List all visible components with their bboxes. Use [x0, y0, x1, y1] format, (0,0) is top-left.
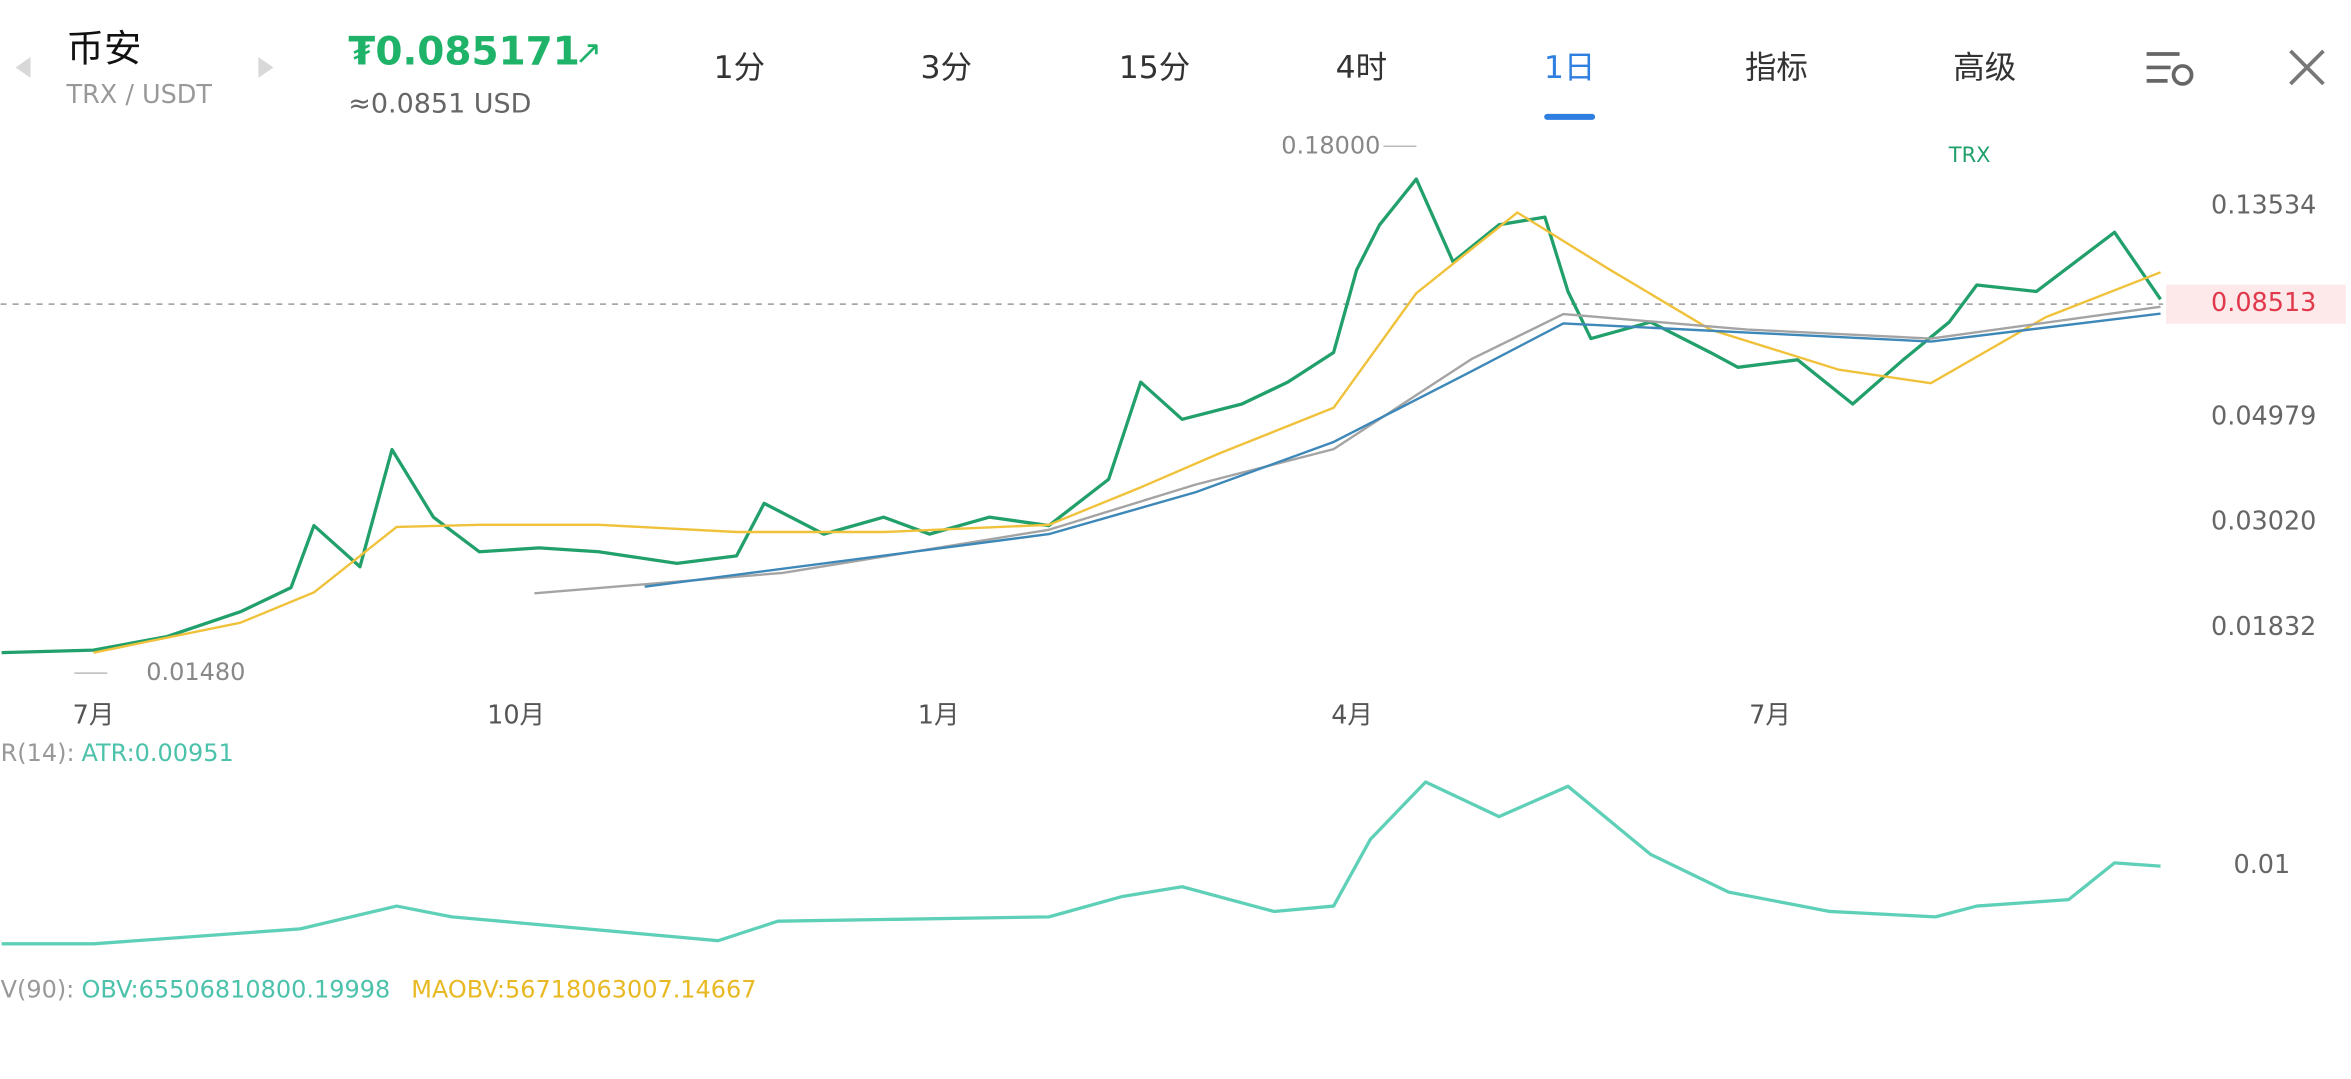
y-tick-label: 0.01 [2234, 850, 2291, 880]
settings-icon[interactable] [2146, 52, 2194, 86]
series-line [93, 211, 2161, 654]
timeframe-tabs: 1分 3分 15分 4时 1日 指标 高级 [714, 50, 2016, 120]
y-tick-label: 0.13534 [2211, 190, 2316, 220]
obv-legend-prefix: V(90): [1, 976, 75, 1004]
timeframe-tab[interactable]: 15分 [1119, 50, 1191, 86]
last-price: ₮0.085171 [348, 29, 580, 74]
timeframe-tab[interactable]: 指标 [1745, 50, 1808, 86]
x-tick-label: 4月 [1331, 700, 1373, 730]
obv-legend: OBV:65506810800.19998 [82, 976, 391, 1004]
y-tick-label: 0.03020 [2211, 507, 2316, 537]
timeframe-tab[interactable]: 高级 [1953, 50, 2016, 86]
pair-name: TRX / USDT [66, 80, 213, 110]
close-button[interactable] [2289, 49, 2325, 86]
timeframe-tab[interactable]: 1日 [1544, 50, 1596, 86]
extreme-label: 0.18000 [1281, 131, 1380, 159]
last-price-tag [2166, 284, 2346, 324]
timeframe-tab[interactable]: 4时 [1336, 50, 1388, 86]
x-tick-label: 7月 [73, 700, 115, 730]
y-tick-label: 0.01832 [2211, 612, 2316, 642]
timeframe-tab[interactable]: 1分 [714, 50, 765, 86]
price-chart: 0.01832 0.03020 0.04979 0.13534 7月 10月 1月 4月 7月 0… [0, 131, 2346, 730]
atr-legend-prefix: R(14): [1, 739, 75, 767]
extreme-label: 0.01480 [146, 658, 245, 686]
series-line [644, 312, 2161, 588]
series-name: TRX [1948, 143, 1991, 167]
x-tick-label: 7月 [1749, 700, 1791, 730]
atr-legend: ATR:0.00951 [82, 739, 234, 767]
timeframe-tab[interactable]: 3分 [920, 50, 972, 86]
series-line [1, 177, 2162, 655]
price-trend: ↗ [575, 32, 603, 71]
y-tick-label: 0.04979 [2211, 401, 2316, 431]
x-tick-label: 1月 [918, 700, 960, 730]
next-arrow[interactable] [258, 56, 274, 78]
usd-price: ≈0.0851 USD [348, 88, 531, 119]
maobv-legend: MAOBV:56718063007.14667 [411, 976, 756, 1004]
active-tab-underline [1544, 113, 1596, 120]
last-price-label: 0.08513 [2211, 288, 2316, 318]
series-line [1, 780, 2161, 946]
atr-chart: 0.01 [1, 780, 2291, 946]
prev-arrow[interactable] [15, 56, 31, 78]
x-tick-label: 10月 [487, 700, 545, 730]
exchange-name: 币安 [67, 26, 142, 70]
